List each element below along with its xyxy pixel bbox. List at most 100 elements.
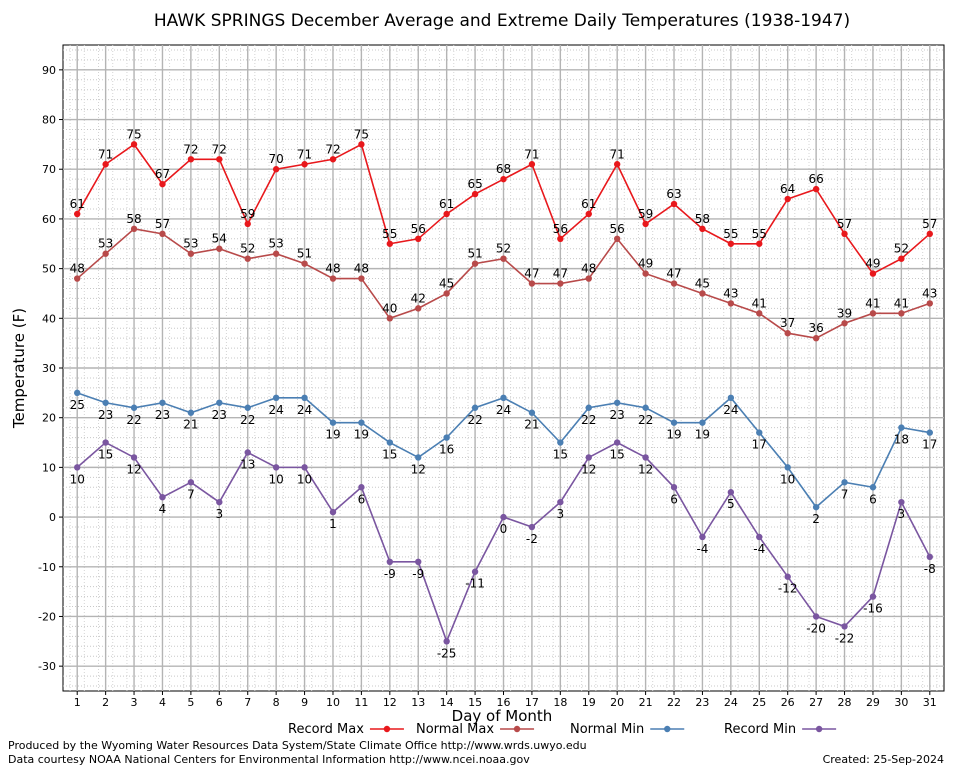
normal-min-data-label: 18 [894,433,909,447]
normal-min-data-label: 23 [212,408,227,422]
normal-max-point [443,290,450,297]
record-min-data-label: 6 [358,492,366,506]
record-min-point [130,454,138,461]
record-max-data-label: 67 [155,167,170,181]
record-min-point [642,454,649,461]
record-max-data-label: 72 [325,142,340,156]
record-min-data-label: -12 [778,582,798,596]
x-tick-label: 2 [102,696,109,709]
normal-min-point [159,399,166,406]
record-max-data-label: 55 [752,227,767,241]
record-max-data-label: 71 [98,147,113,161]
normal-max-data-label: 47 [553,267,568,281]
x-tick-label: 12 [383,696,397,709]
legend-label: Normal Min [570,722,644,737]
record-min-data-label: 7 [187,487,195,501]
record-min-point [756,533,763,541]
normal-min-point [642,404,649,411]
record-min-point [812,613,820,620]
footer-produced-by: Produced by the Wyoming Water Resources … [8,739,587,752]
record-max-data-label: 64 [780,182,795,196]
normal-max-data-label: 54 [212,232,227,246]
y-tick-label: 60 [42,213,56,226]
normal-min-point [784,464,791,471]
y-tick-label: 20 [42,412,56,425]
record-max-point [841,230,848,238]
normal-min-data-label: 19 [695,428,710,442]
record-max-point [926,230,933,238]
record-min-point [585,454,592,461]
record-max-point [670,200,678,208]
normal-min-point [358,419,365,426]
record-min-point [74,464,81,471]
record-max-data-label: 71 [297,147,312,161]
record-min-point [386,558,394,565]
y-tick-label: 50 [42,263,56,276]
normal-max-point [926,300,933,307]
normal-min-data-label: 24 [723,403,738,417]
record-max-data-label: 71 [610,147,625,161]
normal-max-point [898,310,905,317]
normal-min-point [130,404,138,411]
normal-min-point [443,434,450,441]
record-max-point [528,161,536,168]
record-min-data-label: 1 [329,517,337,531]
record-max-point [727,240,735,247]
record-min-data-label: -9 [384,567,396,581]
record-min-data-label: 15 [98,448,113,462]
normal-min-data-label: 7 [841,487,849,501]
record-min-data-label: 6 [670,492,678,506]
normal-min-data-label: 17 [752,438,767,452]
normal-min-point [670,419,678,426]
record-min-data-label: 3 [898,507,906,521]
y-tick-label: -30 [38,660,56,673]
normal-min-data-label: 22 [240,413,255,427]
footer-data-courtesy: Data courtesy NOAA National Centers for … [8,753,530,766]
normal-max-data-label: 48 [325,262,340,276]
record-min-point [727,489,735,496]
y-tick-label: 30 [42,362,56,375]
record-max-data-label: 52 [894,242,909,256]
record-max-data-label: 70 [269,152,284,166]
normal-min-point [926,429,933,436]
record-max-point [613,161,621,168]
legend-item-record-max: Record Max [288,722,404,737]
record-min-data-label: -20 [806,621,826,635]
x-tick-label: 15 [468,696,482,709]
normal-max-point [102,250,109,257]
record-max-data-label: 57 [922,217,937,231]
normal-max-data-label: 45 [439,276,454,290]
record-min-data-label: -4 [696,542,708,556]
normal-max-data-label: 43 [723,286,738,300]
normal-max-point [613,235,621,242]
record-max-point [585,210,592,218]
normal-max-point [329,275,337,282]
x-tick-label: 11 [354,696,368,709]
normal-max-data-label: 47 [666,267,681,281]
record-min-point [216,498,223,506]
record-max-point [272,166,280,173]
x-tick-label: 9 [301,696,308,709]
normal-max-point [869,310,877,317]
record-min-data-label: 12 [581,462,596,476]
normal-max-data-label: 52 [496,242,511,256]
legend-item-record-min: Record Min [724,722,837,737]
normal-min-point [415,454,422,461]
normal-max-data-label: 41 [752,296,767,310]
normal-max-point [272,250,280,257]
record-max-point [471,190,479,198]
record-max-data-label: 49 [865,257,880,271]
x-tick-label: 28 [838,696,852,709]
normal-min-data-label: 21 [183,418,198,432]
record-min-data-label: 4 [159,502,167,516]
normal-max-data-label: 39 [837,306,852,320]
record-max-point [443,210,450,218]
record-min-data-label: -11 [465,577,485,591]
normal-max-point [812,334,820,342]
normal-max-point [699,290,706,297]
x-tick-label: 27 [809,696,823,709]
x-tick-label: 8 [273,696,280,709]
x-tick-label: 14 [440,696,454,709]
normal-max-data-label: 51 [297,247,312,261]
